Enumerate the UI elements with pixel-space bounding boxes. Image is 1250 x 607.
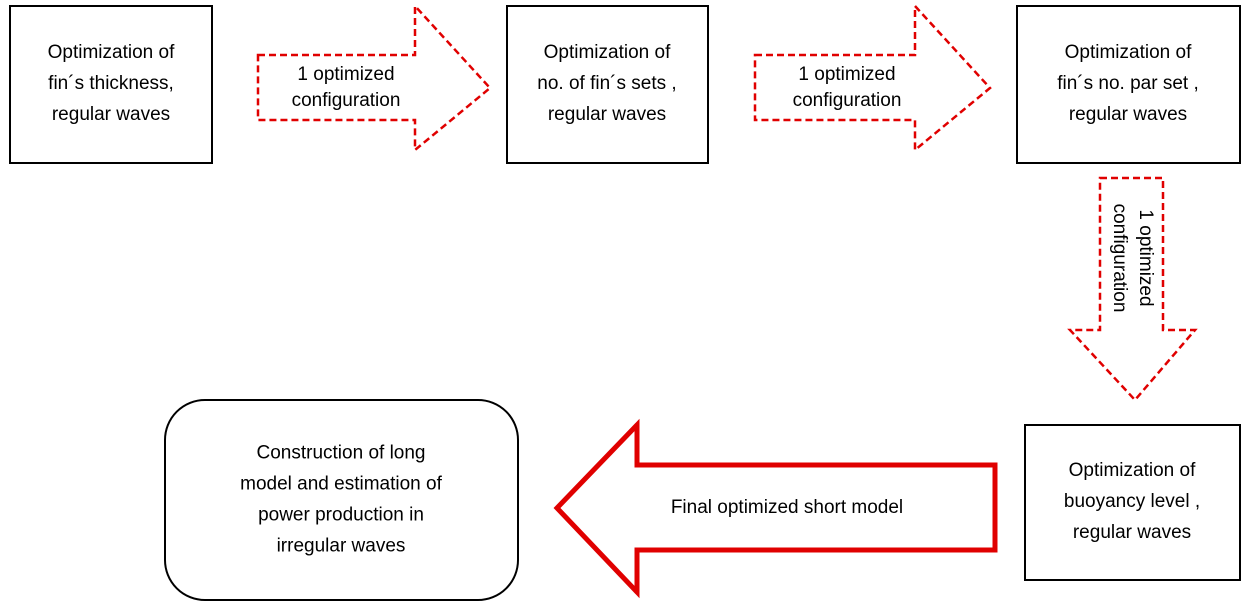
node-label: Optimization of [48, 42, 175, 63]
arrow-label: Final optimized short model [671, 497, 903, 518]
node-label: buoyancy level , [1064, 491, 1200, 512]
node-label: power production in [258, 505, 424, 526]
final-box [164, 399, 519, 601]
step-box [506, 5, 709, 164]
node-label: no. of fin´s sets , [537, 73, 676, 94]
arrow-label: 1 optimized [1135, 209, 1156, 306]
arrow-label: 1 optimized [798, 64, 895, 85]
node-label: Optimization of [544, 42, 671, 63]
solid-arrow [553, 418, 998, 599]
node-label: fin´s no. par set , [1057, 73, 1199, 94]
arrow-label: configuration [1109, 204, 1130, 313]
node-label: Optimization of [1069, 460, 1196, 481]
node-label: regular waves [52, 104, 170, 125]
node-label: Optimization of [1065, 42, 1192, 63]
node-label: fin´s thickness, [48, 73, 174, 94]
dashed-arrow [1067, 176, 1198, 402]
node-label: irregular waves [277, 536, 406, 557]
arrow-label: 1 optimized [297, 64, 394, 85]
step-box [1024, 424, 1241, 581]
dashed-arrow [753, 2, 992, 153]
arrow-label: configuration [292, 90, 401, 111]
node-label: regular waves [1069, 104, 1187, 125]
arrow-label: configuration [793, 90, 902, 111]
dashed-arrow [256, 2, 492, 153]
node-label: model and estimation of [240, 474, 442, 495]
step-box [1016, 5, 1241, 164]
step-box [9, 5, 213, 164]
node-label: regular waves [1073, 522, 1191, 543]
node-label: regular waves [548, 104, 666, 125]
node-label: Construction of long [257, 443, 426, 464]
